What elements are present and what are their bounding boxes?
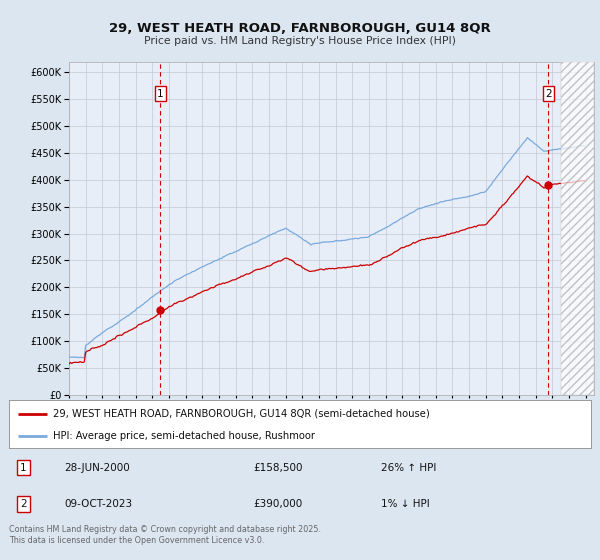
Text: 1% ↓ HPI: 1% ↓ HPI	[382, 499, 430, 508]
Text: £390,000: £390,000	[253, 499, 302, 508]
Text: 09-OCT-2023: 09-OCT-2023	[64, 499, 133, 508]
Text: HPI: Average price, semi-detached house, Rushmoor: HPI: Average price, semi-detached house,…	[53, 431, 314, 441]
Text: 1: 1	[157, 89, 164, 99]
Text: 28-JUN-2000: 28-JUN-2000	[64, 463, 130, 473]
Text: 29, WEST HEATH ROAD, FARNBOROUGH, GU14 8QR: 29, WEST HEATH ROAD, FARNBOROUGH, GU14 8…	[109, 22, 491, 35]
Text: 1: 1	[20, 463, 27, 473]
Text: Contains HM Land Registry data © Crown copyright and database right 2025.
This d: Contains HM Land Registry data © Crown c…	[9, 525, 321, 545]
Text: 2: 2	[20, 499, 27, 508]
Text: 26% ↑ HPI: 26% ↑ HPI	[382, 463, 437, 473]
Text: £158,500: £158,500	[253, 463, 303, 473]
Text: Price paid vs. HM Land Registry's House Price Index (HPI): Price paid vs. HM Land Registry's House …	[144, 36, 456, 46]
Text: 29, WEST HEATH ROAD, FARNBOROUGH, GU14 8QR (semi-detached house): 29, WEST HEATH ROAD, FARNBOROUGH, GU14 8…	[53, 409, 430, 419]
Text: 2: 2	[545, 89, 552, 99]
